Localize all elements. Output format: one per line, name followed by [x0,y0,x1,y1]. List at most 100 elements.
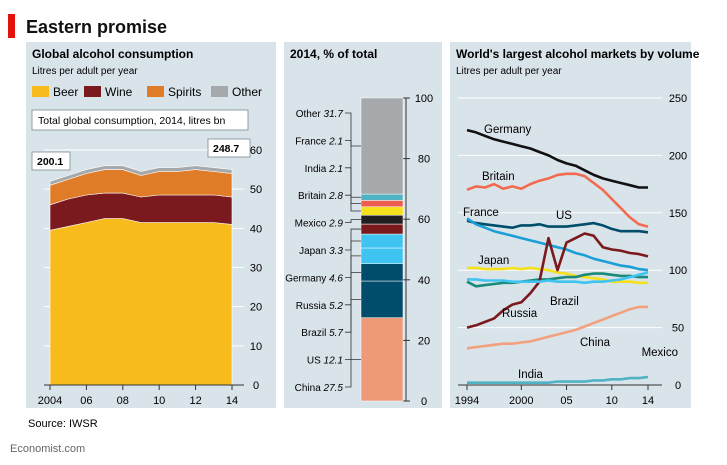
left-x-tick-label: 2004 [38,395,62,407]
line-brazil [466,272,648,288]
right-x-tick-label: 05 [560,395,572,407]
line-germany [466,128,648,189]
right-x-tick-label: 2000 [509,395,533,407]
segment-leader [345,298,361,361]
right-chart-subtitle: Litres per adult per year [456,66,562,77]
area-beer [49,218,233,386]
page-title: Eastern promise [26,17,167,37]
source-note: Source: IWSR [28,418,98,430]
series-label-india: India [518,369,544,381]
left-x-tick-label: 08 [117,395,129,407]
mid-y-tick-label: 100 [415,93,433,105]
annotation-start-box [31,151,71,171]
right-x-tick-label: 10 [606,395,618,407]
annotation-end-box [207,138,251,158]
mid-y-tick-label: 20 [418,335,430,347]
left-x-tick-label: 06 [80,395,92,407]
right-chart-title: World's largest alcohol markets by volum… [456,47,700,61]
segment-label-india: India 2.1 [305,164,343,175]
segment-leader [345,112,361,147]
line-china [466,305,648,350]
segment-france [360,193,404,201]
mid-y-tick-label: 40 [418,275,430,287]
right-y-tick-label: 250 [669,93,687,105]
line-france [466,217,649,272]
credit: Economist.com [10,443,85,455]
left-y-tick-label: 10 [250,341,262,353]
series-label-germany: Germany [484,124,532,136]
segment-britain [360,206,404,216]
series-label-japan: Japan [478,255,509,267]
series-label-china: China [580,337,611,349]
line-japan [467,266,648,285]
segment-other [360,97,404,195]
legend-swatch-other [211,86,228,97]
segment-china [360,317,404,402]
segment-label-france: France 2.1 [295,136,343,147]
segment-brazil [360,263,404,282]
legend-label-spirits: Spirits [168,85,201,99]
mid-y-tick-label: 80 [418,154,430,166]
left-y-tick-label: 40 [250,223,262,235]
segment-label-us: US 12.1 [307,356,343,367]
annotation-start-value: 200.1 [37,156,63,168]
segment-label-mexico: Mexico 2.9 [295,219,344,230]
line-russia [466,232,649,329]
series-label-russia: Russia [502,308,538,320]
segment-label-other: Other 31.7 [296,109,344,120]
segment-japan [360,223,404,235]
middle-chart-title: 2014, % of total [290,47,377,61]
series-label-france: France [463,207,499,219]
total-consumption-annotation: Total global consumption, 2014, litres b… [31,109,251,171]
annotation-label: Total global consumption, 2014, litres b… [38,115,226,127]
series-label-mexico: Mexico [642,347,678,359]
segment-us [360,280,404,318]
left-x-tick-label: 12 [189,395,201,407]
legend-label-beer: Beer [53,85,78,99]
annotation-end-value: 248.7 [213,143,239,155]
right-x-tick-label: 1994 [455,395,479,407]
mid-y-tick-label: 0 [421,396,427,408]
right-line-chart: 0 50 100 150 200 250 1994 2000 05 10 14 Germany Brit… [455,93,687,407]
left-y-tick-label: 60 [250,145,262,157]
segment-label-germany: Germany 4.6 [285,273,343,284]
left-axes: 0 10 20 30 40 50 60 2004 06 08 10 12 14 [38,145,262,407]
series-label-us: US [556,210,572,222]
legend-label-wine: Wine [105,85,133,99]
segment-leader [345,194,361,212]
left-x-tick-label: 10 [153,395,165,407]
left-x-tick-label: 14 [226,395,238,407]
right-y-tick-label: 150 [669,208,687,220]
segment-leader [345,358,361,388]
series-label-brazil: Brazil [550,296,579,308]
accent-bar [8,14,15,38]
area-other [49,165,233,186]
segment-label-japan: Japan 3.3 [299,246,343,257]
series-label-britain: Britain [482,171,515,183]
segment-label-brazil: Brazil 5.7 [301,328,343,339]
line-mexico [467,271,649,285]
right-y-tick-label: 0 [675,380,681,392]
left-y-tick-label: 0 [253,380,259,392]
legend-swatch-wine [84,86,101,97]
left-chart-title: Global alcohol consumption [32,47,193,61]
left-legend: Beer Wine Spirits Other [32,85,262,99]
segment-label-china: China 27.5 [295,383,344,394]
line-britain [466,172,649,228]
line-india [467,375,649,385]
mid-y-tick-label: 60 [418,214,430,226]
legend-label-other: Other [232,85,262,99]
legend-swatch-spirits [147,86,164,97]
right-y-tick-label: 50 [672,323,684,335]
right-y-tick-label: 100 [669,265,687,277]
segment-label-russia: Russia 5.2 [296,301,344,312]
segment-leader [345,219,361,224]
left-chart-subtitle: Litres per adult per year [32,66,138,77]
line-us [466,219,649,234]
left-y-tick-label: 50 [250,184,262,196]
left-y-tick-label: 20 [250,302,262,314]
legend-swatch-beer [32,86,49,97]
segment-leader [345,228,361,251]
middle-stacked-bar: 0 20 40 60 80 100 Other 31.7 France 2.1 India 2.… [285,93,433,408]
